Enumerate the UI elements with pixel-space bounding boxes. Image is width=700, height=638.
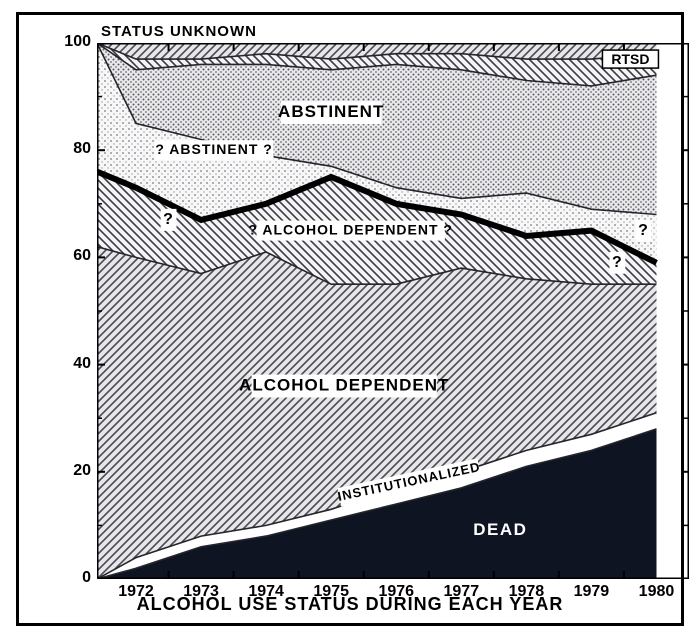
ytick-label: 40: [61, 355, 91, 373]
label-alc_dep: ALCOHOL DEPENDENT: [239, 375, 449, 398]
ytick-label: 0: [61, 569, 91, 587]
svg-text:?: ?: [612, 254, 623, 271]
label-alc_dep_q_r: ?: [609, 252, 625, 274]
xtick-label: 1973: [183, 583, 219, 601]
label-dead: DEAD: [473, 520, 527, 539]
ytick-label: 60: [61, 247, 91, 265]
label-alc_dep_q_l: ?: [161, 209, 177, 231]
xtick-label: 1976: [378, 583, 414, 601]
xtick-label: 1978: [509, 583, 545, 601]
xtick-label: 1974: [248, 583, 284, 601]
svg-text:? ALCOHOL DEPENDENT ?: ? ALCOHOL DEPENDENT ?: [248, 221, 453, 237]
xtick-label: 1980: [639, 583, 675, 601]
xtick-label: 1975: [313, 583, 349, 601]
xtick-label: 1972: [118, 583, 154, 601]
svg-text:?: ?: [638, 222, 649, 239]
svg-text:ALCOHOL DEPENDENT: ALCOHOL DEPENDENT: [239, 376, 449, 395]
label-rtsd: RTSD: [602, 50, 658, 68]
label-status-unknown: STATUS UNKNOWN: [101, 23, 257, 40]
ytick-label: 100: [61, 33, 91, 51]
label-abstinent_q_r: ?: [636, 220, 652, 242]
svg-text:? ABSTINENT ?: ? ABSTINENT ?: [155, 141, 272, 157]
label-abstinent: ABSTINENT: [278, 101, 384, 124]
svg-text:?: ?: [163, 211, 174, 228]
svg-text:ABSTINENT: ABSTINENT: [278, 102, 384, 121]
label-abstinent_q: ? ABSTINENT ?: [155, 140, 274, 160]
ytick-label: 80: [61, 140, 91, 158]
xtick-label: 1979: [574, 583, 610, 601]
xtick-label: 1977: [444, 583, 480, 601]
label-alc_dep_q: ? ALCOHOL DEPENDENT ?: [248, 221, 453, 241]
ytick-label: 20: [61, 462, 91, 480]
svg-text:RTSD: RTSD: [611, 51, 649, 67]
area-chart-svg: RTSDABSTINENT? ABSTINENT ??? ALCOHOL DEP…: [97, 43, 689, 579]
plot-area: RTSDABSTINENT? ABSTINENT ??? ALCOHOL DEP…: [97, 43, 689, 579]
chart-frame: NUMBER OF PATIENTS ALCOHOL USE STATUS DU…: [16, 12, 684, 626]
